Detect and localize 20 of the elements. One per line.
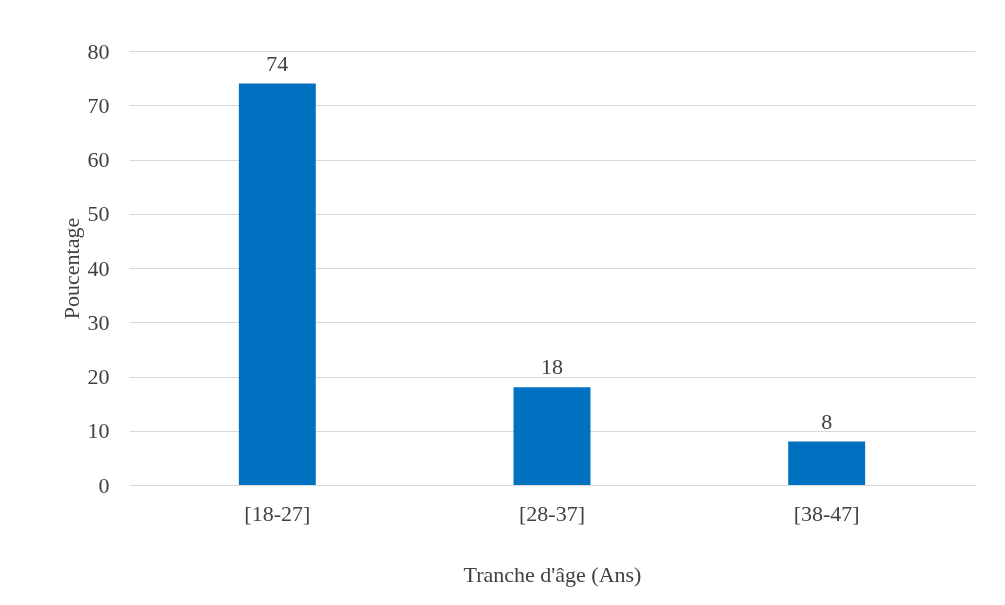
y-tick-label: 60 [87, 147, 110, 172]
bar [513, 387, 591, 485]
y-tick-label: 0 [98, 472, 110, 498]
y-tick-label: 10 [87, 418, 110, 444]
y-tick-label: 70 [87, 92, 110, 118]
x-axis-title: Tranche d'âge (Ans) [463, 561, 642, 587]
data-label: 8 [821, 408, 833, 434]
bar [238, 83, 316, 485]
y-axis-title: Poucentage [58, 217, 84, 320]
data-label: 74 [266, 50, 289, 76]
y-tick-label: 40 [87, 255, 110, 281]
x-tick-label: [18-27] [244, 500, 311, 526]
y-tick-label: 20 [87, 364, 110, 389]
y-tick-label: 50 [87, 201, 110, 227]
x-tick-label: [28-37] [519, 500, 585, 526]
y-tick-label: 30 [87, 309, 110, 335]
y-tick-label: 80 [87, 38, 110, 64]
x-tick-label: [38-47] [793, 500, 860, 526]
data-label: 18 [541, 354, 563, 380]
bar [788, 441, 866, 485]
